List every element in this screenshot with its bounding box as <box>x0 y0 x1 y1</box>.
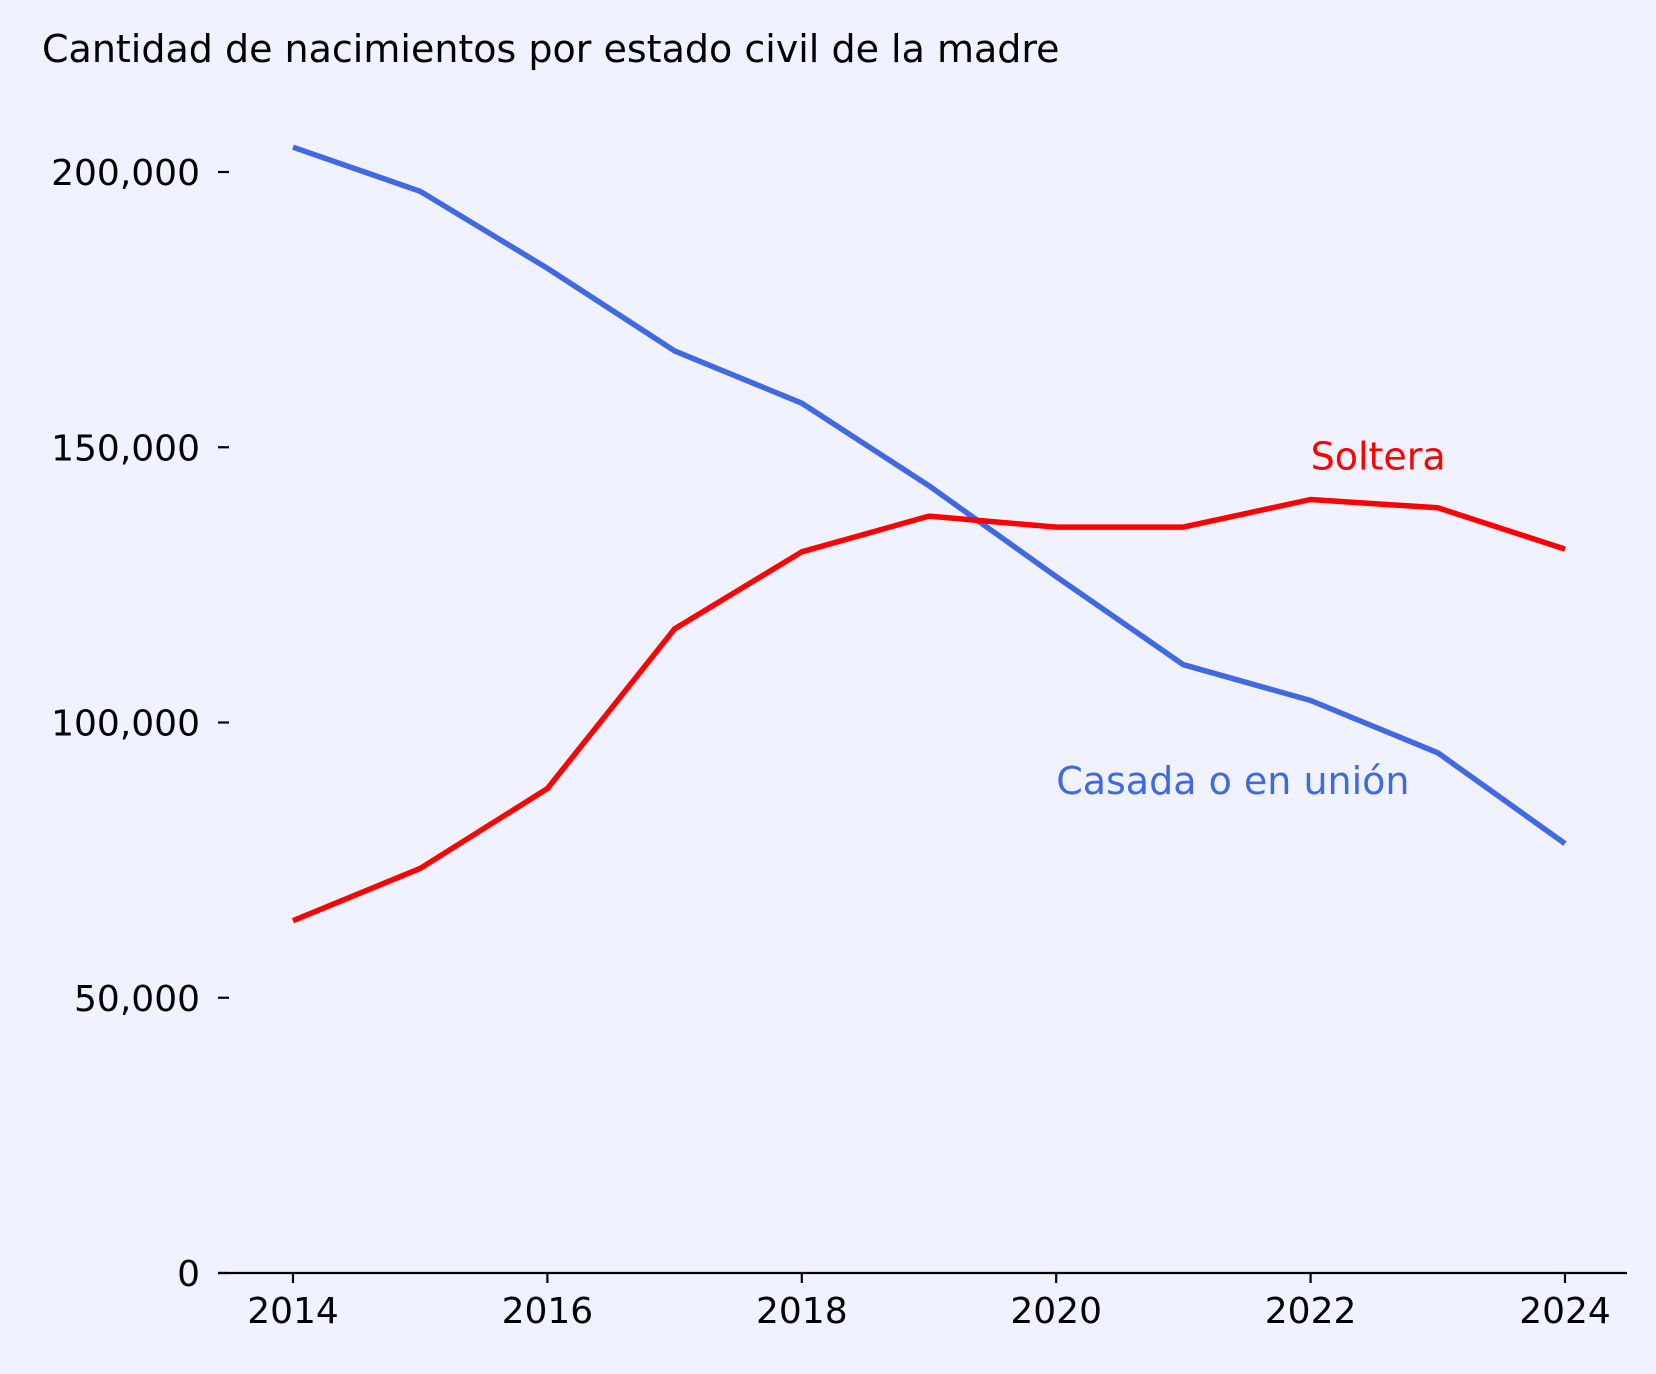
series-layer <box>291 144 1567 924</box>
x-tick-label: 2016 <box>502 1291 594 1332</box>
series-line-1 <box>291 496 1566 924</box>
axes: 2014 2016 2018 2020 2022 2024 0 50,000 100,000 15… <box>51 153 1627 1332</box>
y-tick-label: 150,000 <box>51 428 200 469</box>
chart-title: Cantidad de nacimientos por estado civil… <box>42 27 1060 71</box>
x-tick-label: 2022 <box>1265 1291 1357 1332</box>
x-tick-label: 2024 <box>1519 1291 1611 1332</box>
x-tick-label: 2014 <box>247 1291 339 1332</box>
x-tick-label: 2020 <box>1010 1291 1102 1332</box>
y-tick-label: 50,000 <box>74 979 200 1020</box>
x-tick-label: 2018 <box>756 1291 848 1332</box>
y-tick-label: 200,000 <box>51 153 200 194</box>
series-label-0: Casada o en unión <box>1056 759 1409 803</box>
y-tick-label: 100,000 <box>51 704 200 745</box>
series-line-0 <box>292 144 1567 846</box>
series-label-1: Soltera <box>1311 434 1446 478</box>
y-tick-label: 0 <box>177 1254 200 1295</box>
series-labels: Casada o en unión Soltera <box>1056 434 1446 803</box>
